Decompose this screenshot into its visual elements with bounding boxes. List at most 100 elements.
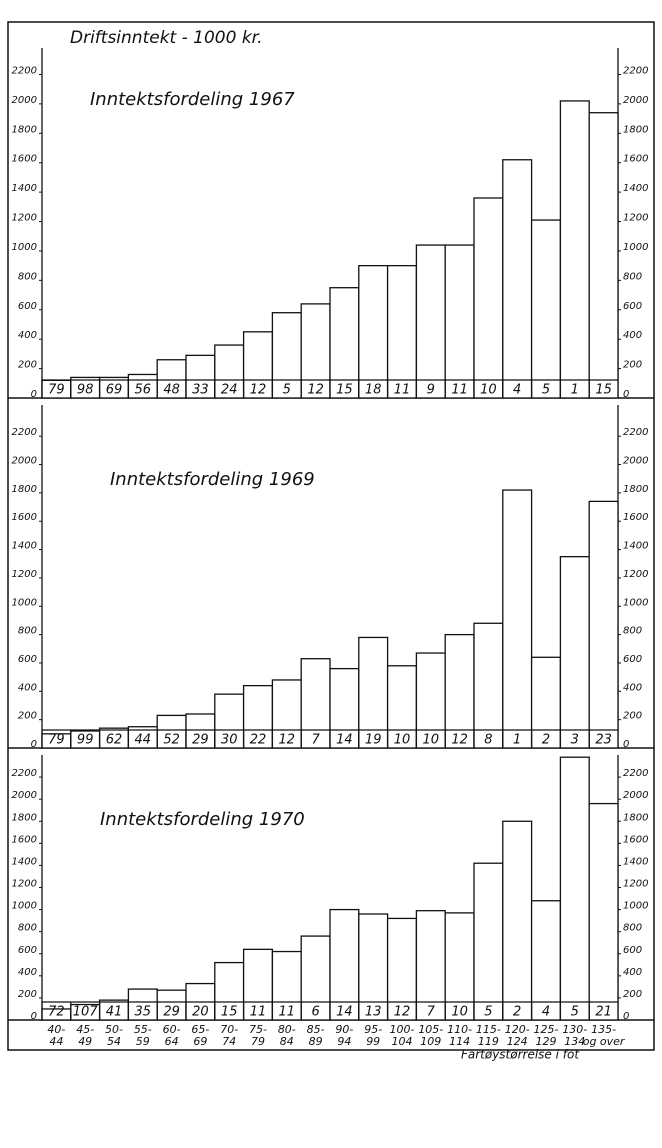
x-tick-label: 55-: [134, 1023, 152, 1036]
bar: [271, 679, 302, 749]
x-tick-label: 84: [280, 1035, 294, 1048]
bar: [559, 556, 590, 749]
bar: [358, 264, 389, 399]
x-tick-label: 135-: [591, 1023, 616, 1036]
bar: [415, 244, 446, 399]
vessel-count: 12: [307, 383, 324, 398]
x-tick-label: 80-: [278, 1023, 296, 1036]
vessel-count: 22: [250, 733, 267, 748]
x-tick-label: 85-: [307, 1023, 325, 1036]
bar: [502, 820, 533, 1021]
bar: [214, 961, 245, 1021]
bar: [588, 500, 619, 749]
bar: [473, 197, 504, 399]
y-tick-label: 0: [623, 1011, 629, 1022]
vessel-count: 79: [48, 733, 65, 748]
y-tick-label: 1000: [623, 597, 648, 608]
y-tick-label: 1400: [12, 856, 37, 867]
vessel-count: 11: [451, 383, 468, 398]
vessel-count: 41: [106, 1005, 123, 1020]
x-tick-label: 100-: [390, 1023, 415, 1036]
y-tick-label: 400: [18, 330, 37, 341]
x-tick-label: 129: [536, 1035, 557, 1048]
y-tick-label: 1600: [623, 154, 648, 165]
bar: [358, 636, 389, 749]
vessel-count: 2: [513, 1005, 521, 1020]
y-tick-label: 200: [623, 711, 642, 722]
vessel-count: 107: [73, 1005, 99, 1020]
vessel-count: 79: [48, 383, 65, 398]
x-tick-label: 125-: [534, 1023, 559, 1036]
y-tick-label: 2200: [12, 427, 37, 438]
y-tick-label: 1000: [12, 597, 37, 608]
bar: [502, 159, 533, 399]
x-tick-label: 90-: [335, 1023, 353, 1036]
y-tick-label: 600: [623, 301, 642, 312]
x-tick-label: 44: [49, 1035, 63, 1048]
bar: [214, 693, 245, 749]
x-tick-label: 65-: [191, 1023, 209, 1036]
vessel-count: 99: [77, 733, 94, 748]
bar: [329, 908, 360, 1021]
vessel-count: 14: [336, 1005, 353, 1020]
x-tick-label: 110-: [447, 1023, 472, 1036]
frame: [7, 21, 655, 1051]
y-tick-label: 2000: [12, 456, 37, 467]
vessel-count: 56: [135, 383, 152, 398]
y-axis-label: Driftsinntekt - 1000 kr.: [70, 28, 263, 48]
vessel-count: 30: [221, 733, 238, 748]
vessel-count: 24: [221, 383, 238, 398]
y-tick-label: 2200: [623, 427, 648, 438]
y-tick-label: 1000: [12, 901, 37, 912]
y-tick-label: 200: [623, 360, 642, 371]
y-tick-label: 800: [623, 626, 642, 637]
vessel-count: 3: [571, 733, 579, 748]
bar: [588, 112, 619, 399]
x-tick-label: 60-: [163, 1023, 181, 1036]
vessel-count: 29: [192, 733, 209, 748]
y-tick-label: 1400: [12, 183, 37, 194]
vessel-count: 15: [336, 383, 353, 398]
vessel-count: 98: [77, 383, 94, 398]
vessel-count: 21: [595, 1005, 612, 1020]
vessel-count: 6: [311, 1005, 319, 1020]
vessel-count: 12: [394, 1005, 411, 1020]
vessel-count: 2: [542, 733, 550, 748]
y-tick-label: 800: [623, 923, 642, 934]
vessel-count: 62: [106, 733, 123, 748]
vessel-count: 72: [48, 1005, 65, 1020]
y-tick-label: 600: [623, 654, 642, 665]
y-tick-label: 2000: [12, 790, 37, 801]
y-tick-label: 400: [18, 682, 37, 693]
vessel-count: 10: [451, 1005, 468, 1020]
y-tick-label: 2000: [623, 456, 648, 467]
x-tick-label: 120-: [505, 1023, 530, 1036]
bar: [329, 667, 360, 749]
vessel-count: 7: [427, 1005, 436, 1020]
y-tick-label: 400: [18, 967, 37, 978]
vessel-count: 1: [513, 733, 521, 748]
y-tick-label: 1400: [12, 541, 37, 552]
panel-title: Inntektsfordeling 1970: [100, 809, 305, 830]
bar: [242, 331, 274, 399]
x-tick-label: 40-: [47, 1023, 65, 1036]
y-tick-label: 200: [18, 360, 37, 371]
y-tick-label: 1200: [623, 213, 648, 224]
y-tick-label: 1200: [623, 879, 648, 890]
x-tick-label: 69: [193, 1035, 207, 1048]
x-tick-label: 75-: [249, 1023, 267, 1036]
y-tick-label: 2000: [623, 95, 648, 106]
bar: [473, 622, 504, 749]
x-tick-label: 74: [222, 1035, 236, 1048]
vessel-count: 5: [542, 383, 550, 398]
x-tick-label: 49: [78, 1035, 92, 1048]
vessel-count: 10: [480, 383, 497, 398]
x-tick-label: 94: [337, 1035, 351, 1048]
y-tick-label: 2200: [12, 768, 37, 779]
y-tick-label: 1200: [12, 213, 37, 224]
vessel-count: 18: [365, 383, 382, 398]
y-tick-label: 0: [623, 389, 629, 400]
x-tick-label: 79: [251, 1035, 265, 1048]
vessel-count: 33: [192, 383, 209, 398]
y-tick-label: 400: [623, 330, 642, 341]
